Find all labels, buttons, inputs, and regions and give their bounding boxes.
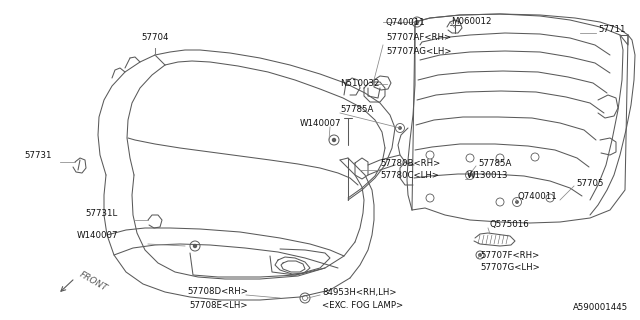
Text: N510032: N510032 xyxy=(340,79,380,89)
Circle shape xyxy=(479,254,481,256)
Text: Q740011: Q740011 xyxy=(386,18,426,27)
Text: 57785A: 57785A xyxy=(478,158,511,167)
Text: 57707AG<LH>: 57707AG<LH> xyxy=(386,46,451,55)
Circle shape xyxy=(193,244,196,247)
Text: W140007: W140007 xyxy=(77,231,118,241)
Circle shape xyxy=(468,174,471,176)
Text: 57704: 57704 xyxy=(141,33,169,42)
Text: 57707AF<RH>: 57707AF<RH> xyxy=(386,34,451,43)
Text: W130013: W130013 xyxy=(467,172,509,180)
Text: 57785A: 57785A xyxy=(340,106,373,115)
Text: 57707G<LH>: 57707G<LH> xyxy=(480,263,540,273)
Text: M060012: M060012 xyxy=(451,18,492,27)
Text: 57705: 57705 xyxy=(576,179,604,188)
Text: Q740011: Q740011 xyxy=(518,191,557,201)
Text: 57731L: 57731L xyxy=(86,209,118,218)
Text: FRONT: FRONT xyxy=(78,270,109,293)
Text: 57708D<RH>: 57708D<RH> xyxy=(187,287,248,297)
Circle shape xyxy=(415,20,419,23)
Text: Q575016: Q575016 xyxy=(490,220,530,229)
Text: 57711: 57711 xyxy=(598,26,625,35)
Text: <EXC. FOG LAMP>: <EXC. FOG LAMP> xyxy=(322,300,403,309)
Circle shape xyxy=(333,139,335,141)
Text: 84953H<RH,LH>: 84953H<RH,LH> xyxy=(322,287,397,297)
Circle shape xyxy=(399,127,401,129)
Text: 57780B<RH>: 57780B<RH> xyxy=(380,158,440,167)
Circle shape xyxy=(516,201,518,203)
Text: A590001445: A590001445 xyxy=(573,303,628,312)
Text: 57731: 57731 xyxy=(24,150,52,159)
Text: 57780C<LH>: 57780C<LH> xyxy=(380,172,439,180)
Text: W140007: W140007 xyxy=(300,118,342,127)
Text: 57707F<RH>: 57707F<RH> xyxy=(480,251,540,260)
Text: 57708E<LH>: 57708E<LH> xyxy=(189,300,248,309)
